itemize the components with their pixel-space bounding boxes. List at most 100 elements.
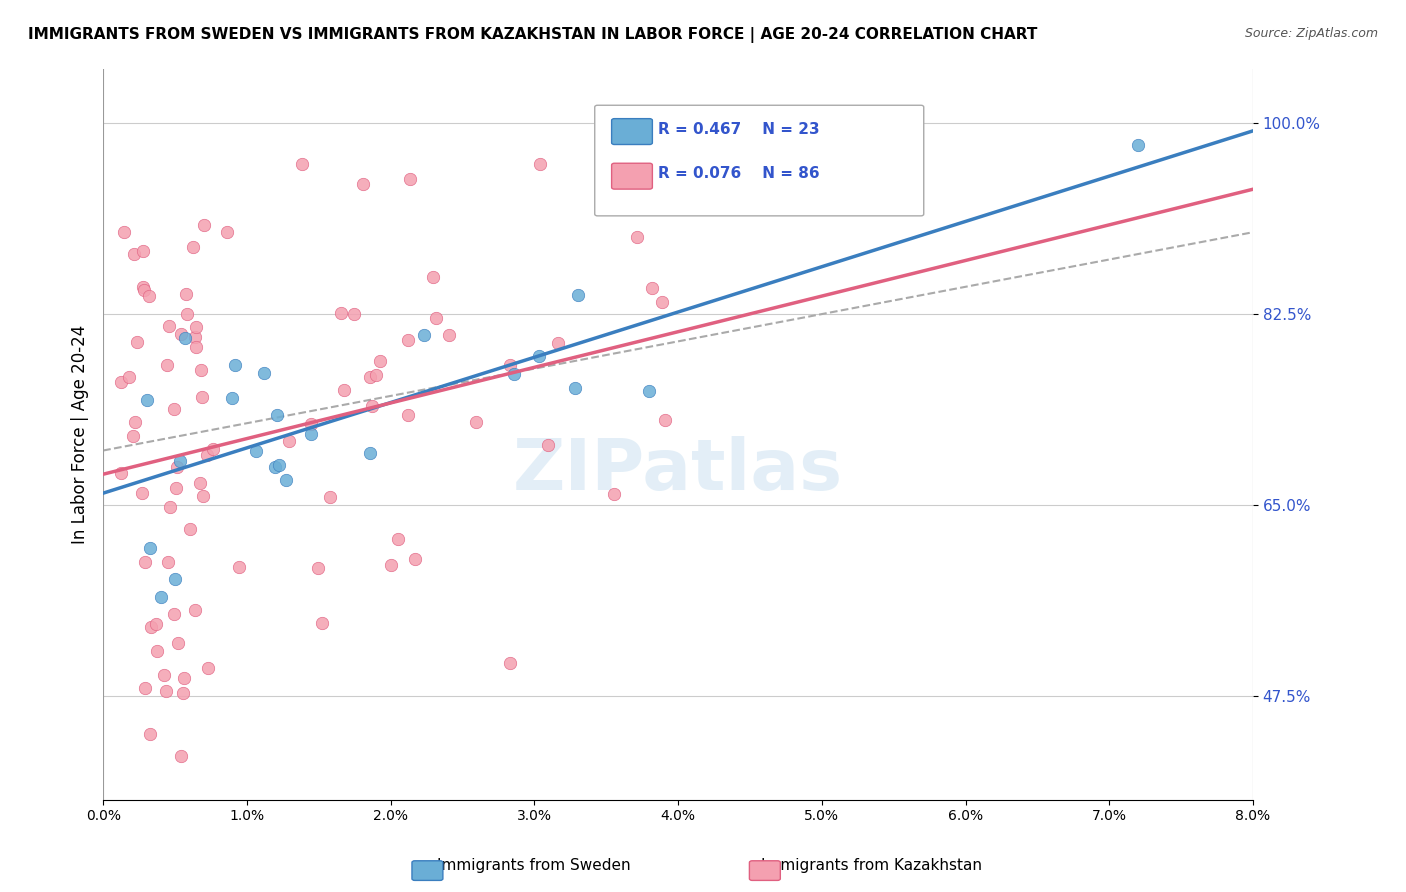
Text: IMMIGRANTS FROM SWEDEN VS IMMIGRANTS FROM KAZAKHSTAN IN LABOR FORCE | AGE 20-24 : IMMIGRANTS FROM SWEDEN VS IMMIGRANTS FRO… — [28, 27, 1038, 43]
Point — [195, 448, 218, 462]
Point — [264, 459, 287, 474]
Point — [276, 473, 298, 487]
Point — [396, 408, 419, 422]
Point — [422, 270, 444, 285]
Point — [332, 384, 354, 398]
Point — [637, 384, 659, 399]
Point — [122, 247, 145, 261]
Point — [299, 426, 322, 441]
Point — [412, 327, 434, 342]
Point — [499, 656, 522, 670]
Text: Immigrants from Sweden: Immigrants from Sweden — [437, 858, 631, 872]
Point — [132, 283, 155, 297]
Point — [307, 560, 329, 574]
Point — [110, 375, 132, 389]
Point — [370, 354, 392, 368]
Point — [396, 333, 419, 347]
Point — [197, 661, 219, 675]
Y-axis label: In Labor Force | Age 20-24: In Labor Force | Age 20-24 — [72, 325, 89, 544]
Point — [191, 390, 214, 404]
Point — [193, 218, 215, 232]
Text: R = 0.467    N = 23: R = 0.467 N = 23 — [658, 122, 820, 136]
Point — [529, 156, 551, 170]
Point — [425, 310, 447, 325]
Point — [162, 607, 184, 622]
Point — [651, 295, 673, 310]
Point — [174, 330, 197, 344]
Point — [138, 727, 160, 741]
Point — [163, 401, 186, 416]
Point — [626, 230, 648, 244]
Point — [502, 368, 524, 382]
Point — [361, 400, 384, 414]
Point — [499, 358, 522, 372]
Point — [266, 408, 288, 422]
Point — [112, 225, 135, 239]
Point — [166, 459, 188, 474]
Point — [132, 280, 155, 294]
Point — [172, 686, 194, 700]
Point — [547, 335, 569, 350]
Point — [153, 668, 176, 682]
Point — [169, 749, 191, 764]
Point — [228, 559, 250, 574]
Point — [359, 369, 381, 384]
Point — [311, 615, 333, 630]
Point — [221, 391, 243, 405]
Point — [184, 603, 207, 617]
Point — [125, 335, 148, 350]
Point — [166, 636, 188, 650]
Point — [527, 349, 550, 363]
Point — [603, 487, 626, 501]
Point — [1126, 137, 1149, 152]
Point — [299, 417, 322, 432]
Point — [134, 555, 156, 569]
Point — [352, 177, 374, 191]
Point — [146, 644, 169, 658]
Point — [404, 552, 426, 566]
Point — [132, 244, 155, 258]
Text: R = 0.076    N = 86: R = 0.076 N = 86 — [658, 167, 820, 181]
Point — [291, 157, 314, 171]
Point — [537, 437, 560, 451]
Point — [343, 308, 366, 322]
Point — [380, 558, 402, 572]
Point — [165, 572, 187, 586]
Text: Immigrants from Kazakhstan: Immigrants from Kazakhstan — [761, 858, 983, 872]
Point — [155, 683, 177, 698]
Point — [191, 489, 214, 503]
Point — [165, 481, 187, 495]
Point — [181, 240, 204, 254]
Point — [159, 500, 181, 514]
Point — [179, 522, 201, 536]
Point — [122, 428, 145, 442]
Point — [145, 616, 167, 631]
Point — [170, 326, 193, 341]
Point — [217, 225, 239, 239]
Point — [224, 358, 246, 372]
Point — [150, 590, 173, 604]
Point — [319, 491, 342, 505]
Point — [156, 359, 179, 373]
Point — [139, 620, 162, 634]
Point — [564, 381, 586, 395]
Point — [186, 319, 208, 334]
Point — [139, 541, 162, 555]
Point — [269, 458, 291, 473]
Point — [399, 172, 422, 186]
Point — [157, 318, 180, 333]
Point — [176, 307, 198, 321]
Point — [184, 330, 207, 344]
Point — [329, 306, 352, 320]
Point — [138, 289, 160, 303]
Point — [359, 445, 381, 459]
Point — [202, 442, 225, 456]
Point — [124, 415, 146, 429]
Point — [188, 475, 211, 490]
Point — [641, 281, 664, 295]
Point — [253, 366, 276, 380]
Point — [136, 393, 159, 408]
Point — [245, 443, 267, 458]
Point — [465, 415, 488, 429]
Point — [387, 532, 409, 546]
